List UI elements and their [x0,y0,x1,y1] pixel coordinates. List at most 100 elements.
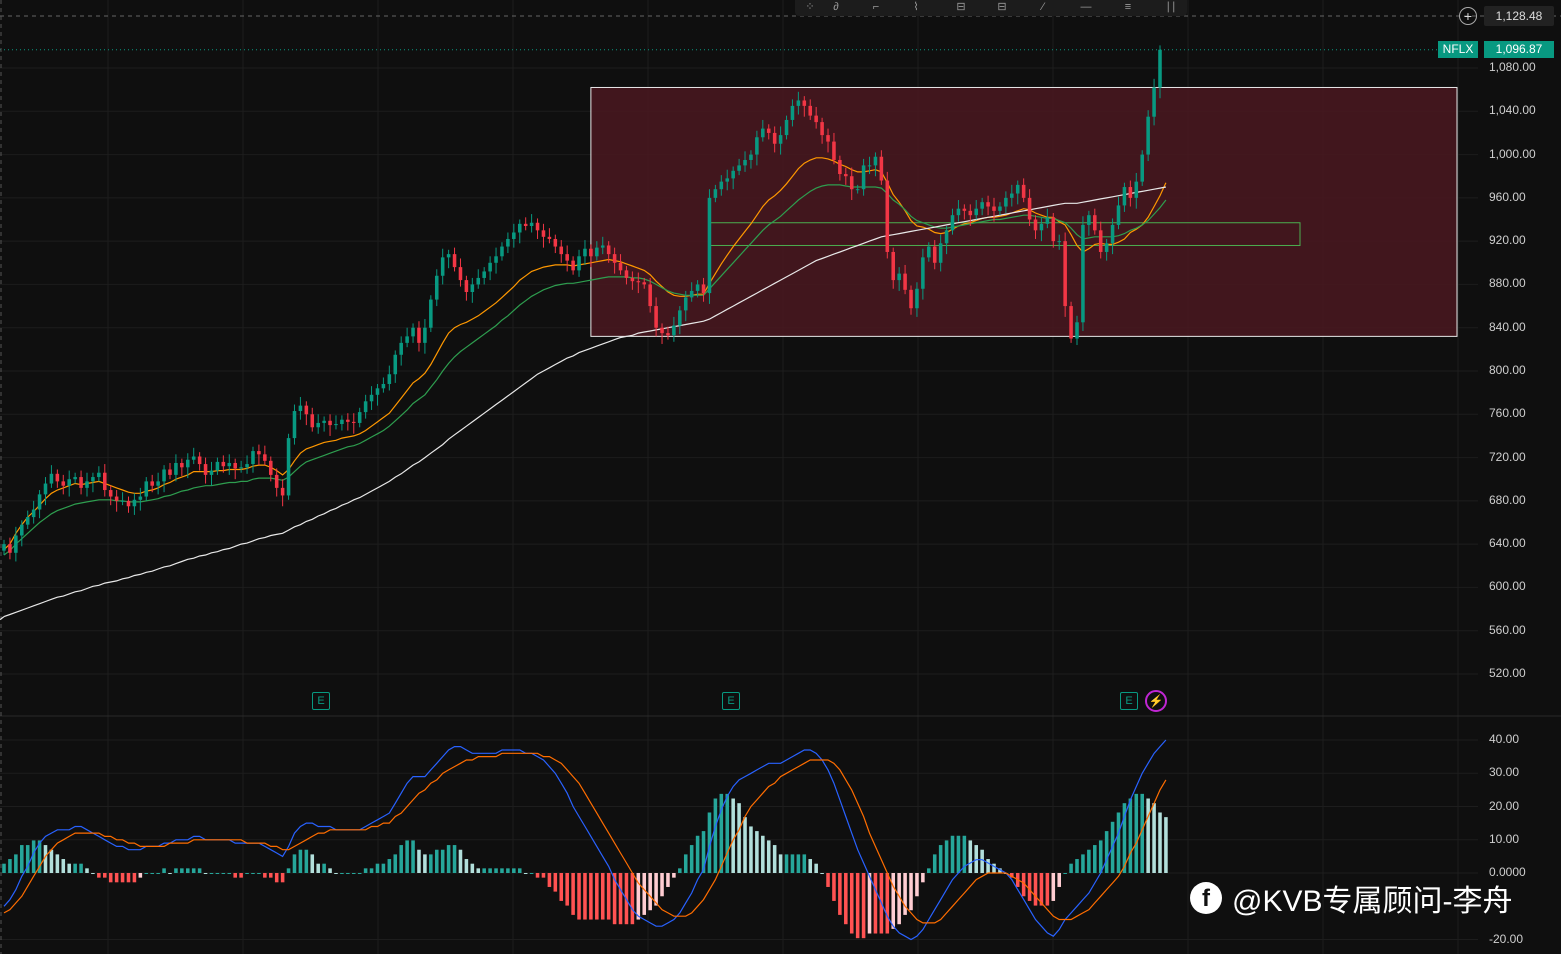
candle [1069,306,1073,339]
candle [944,230,949,244]
macd-histogram-bar [286,868,291,873]
macd-histogram-bar [245,873,249,874]
candle [992,206,996,211]
earnings-marker[interactable]: E [1120,692,1138,710]
candle [772,132,777,144]
pen-icon[interactable]: ⁄ [1042,1,1044,13]
candle [719,181,724,190]
macd-histogram-bar [583,873,587,920]
macd-histogram-bar [1045,873,1050,906]
macd-histogram-bar [20,845,24,873]
brush-icon[interactable]: ⌇ [913,1,919,13]
indicator-icon[interactable]: ∣∣ [1165,1,1177,13]
candle [701,284,706,294]
candle [440,257,445,276]
macd-histogram-bar [1063,873,1067,874]
macd-histogram-bar [174,868,178,873]
macd-histogram-bar [897,873,901,925]
price-tick-label: 520.00 [1489,666,1526,680]
candle [132,499,137,507]
lines-icon[interactable]: ≡ [1124,1,1132,13]
macd-histogram-bar [927,868,931,873]
macd-histogram-bar [1051,873,1056,901]
macd-histogram-bar [1081,854,1085,873]
candle [1104,243,1109,252]
earnings-marker[interactable]: E [722,692,740,710]
event-bolt-icon[interactable]: ⚡ [1145,690,1167,712]
price-tick-label: 920.00 [1489,233,1526,248]
macd-histogram-bar [642,873,647,915]
macd-histogram-bar [138,873,143,878]
candle [126,500,131,507]
macd-histogram-bar [559,873,564,901]
candle [334,424,338,426]
macd-histogram-bar [1164,817,1168,873]
line-icon[interactable]: ― [1080,1,1092,13]
candle [980,202,984,209]
macd-histogram-bar [328,868,332,873]
macd-histogram-bar [915,873,919,897]
macd-histogram-bar [144,873,149,874]
macd-histogram-bar [1033,873,1038,906]
macd-histogram-bar [8,859,12,873]
candle [838,159,842,175]
candle [1128,187,1133,198]
candle [832,141,836,160]
macd-tick-label: 0.0000 [1489,865,1526,879]
macd-histogram-bar [808,859,813,873]
macd-histogram-bar [517,868,522,873]
macd-histogram-bar [1021,873,1026,897]
candle [328,420,332,426]
candle [221,461,226,467]
ruler-icon[interactable]: ⊟ [956,1,966,13]
candle [915,288,919,309]
macd-histogram-bar [606,873,611,920]
candle [446,254,451,258]
curve-icon[interactable]: ∂ [833,1,839,13]
pointer-icon[interactable]: ⁘ [805,1,815,13]
macd-histogram-bar [553,873,558,892]
measure-icon[interactable]: ⊟ [997,1,1007,13]
add-price-alert-icon[interactable]: + [1459,7,1477,25]
candle [20,524,24,536]
macd-histogram-bar [351,873,356,874]
candle [998,206,1002,211]
path-icon[interactable]: ⌐ [872,1,880,13]
candle [512,232,516,239]
candle [381,383,386,389]
candle [571,260,575,271]
macd-histogram-bar [1140,793,1144,873]
macd-tick-label: 40.00 [1489,732,1520,746]
macd-tick-label: 10.00 [1489,831,1520,846]
candle [405,336,409,343]
watermark: f @KVB专属顾问-李舟 [1190,878,1512,918]
macd-histogram-bar [523,873,528,874]
candle [162,469,166,482]
macd-histogram-bar [577,873,581,920]
macd-histogram-bar [873,873,878,934]
candle [1134,181,1139,198]
macd-histogram-bar [761,835,765,873]
macd-histogram-bar [844,873,848,925]
candle [458,267,463,281]
ema-slow-line [3,184,1167,556]
candle [1093,215,1097,231]
candle [2,544,6,551]
candle [672,325,676,336]
candle [897,273,901,281]
macd-histogram-bar [974,845,979,873]
macd-histogram-bar [909,873,913,911]
sma-long-line [3,186,1167,618]
macd-histogram-bar [636,873,641,920]
candle [932,246,937,263]
candle [784,119,789,136]
earnings-marker[interactable]: E [312,692,330,710]
candle [304,405,309,415]
macd-histogram-bar [458,849,463,873]
crosshair-price-label: 1,128.48 [1484,6,1554,26]
candle [867,165,872,167]
candle [97,472,101,478]
macd-line [3,739,1167,941]
candle [103,472,107,491]
macd-histogram-bar [197,868,202,873]
